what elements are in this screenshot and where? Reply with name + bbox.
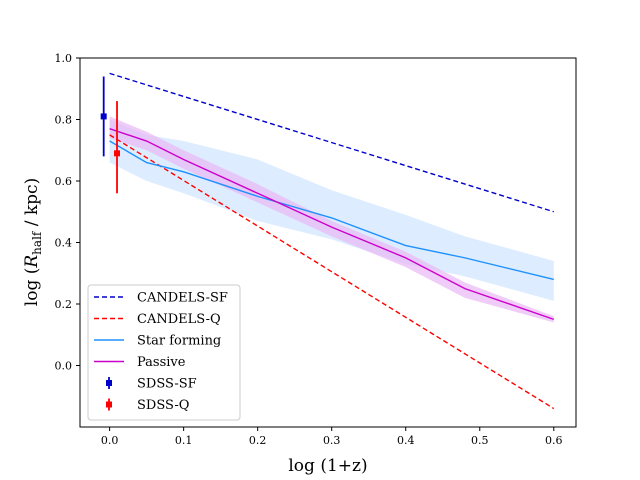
y-tick-label: 0.8: [55, 114, 73, 127]
candels-q-line: [109, 134, 555, 410]
passive-line: [109, 128, 555, 321]
legend-entry-star-forming: Star forming: [94, 334, 221, 349]
legend-label: CANDELS-SF: [137, 291, 228, 306]
x-tick-label: 0.1: [175, 434, 193, 447]
legend-entry-sdss-q: SDSS-Q: [106, 398, 189, 413]
sdss-q-marker: [114, 150, 121, 157]
y-tick-label: 0.4: [55, 237, 73, 250]
legend-entry-candels-q: CANDELS-Q: [94, 312, 221, 327]
sdss-sf-point: [100, 76, 107, 157]
legend-label: CANDELS-Q: [137, 312, 221, 327]
legend-label: Passive: [137, 355, 186, 370]
passive-band: [109, 116, 554, 323]
y-tick-label: 0.6: [55, 175, 73, 188]
legend-box: [87, 284, 241, 421]
sdss-sf-marker: [100, 113, 107, 120]
x-tick-label: 0.3: [323, 434, 341, 447]
x-tick-label: 0.4: [397, 434, 415, 447]
legend: CANDELS-SF CANDELS-Q Star forming Passive SD…: [87, 284, 241, 421]
y-tick-label: 1.0: [55, 52, 73, 65]
legend-swatch-marker: [106, 401, 112, 408]
legend-label: Star forming: [137, 334, 221, 349]
x-tick-label: 0.2: [249, 434, 267, 447]
plot-area: [100, 72, 555, 410]
star-forming-band: [109, 119, 554, 301]
sdss-q-point: [114, 101, 121, 194]
x-tick-label: 0.5: [471, 434, 489, 447]
y-axis-label: log (Rhalf / kpc): [22, 178, 44, 306]
legend-entry-candels-sf: CANDELS-SF: [94, 291, 228, 306]
y-tick-label: 0.0: [55, 360, 73, 373]
legend-label: SDSS-Q: [137, 398, 189, 413]
y-tick-label: 0.2: [55, 298, 73, 311]
legend-label: SDSS-SF: [137, 377, 197, 392]
star-forming-line: [109, 140, 554, 281]
candels-sf-line: [109, 72, 554, 213]
x-axis-label: log (1+z): [288, 456, 367, 476]
x-tick-label: 0.0: [101, 434, 119, 447]
legend-entry-sdss-sf: SDSS-SF: [106, 377, 197, 392]
legend-entry-passive: Passive: [94, 355, 186, 370]
y-axis: 0.0 0.2 0.4 0.6 0.8 1.0: [55, 52, 80, 373]
x-axis: 0.0 0.1 0.2 0.3 0.4 0.5 0.6: [101, 427, 563, 447]
legend-swatch-marker: [106, 380, 112, 386]
x-tick-label: 0.6: [545, 434, 563, 447]
